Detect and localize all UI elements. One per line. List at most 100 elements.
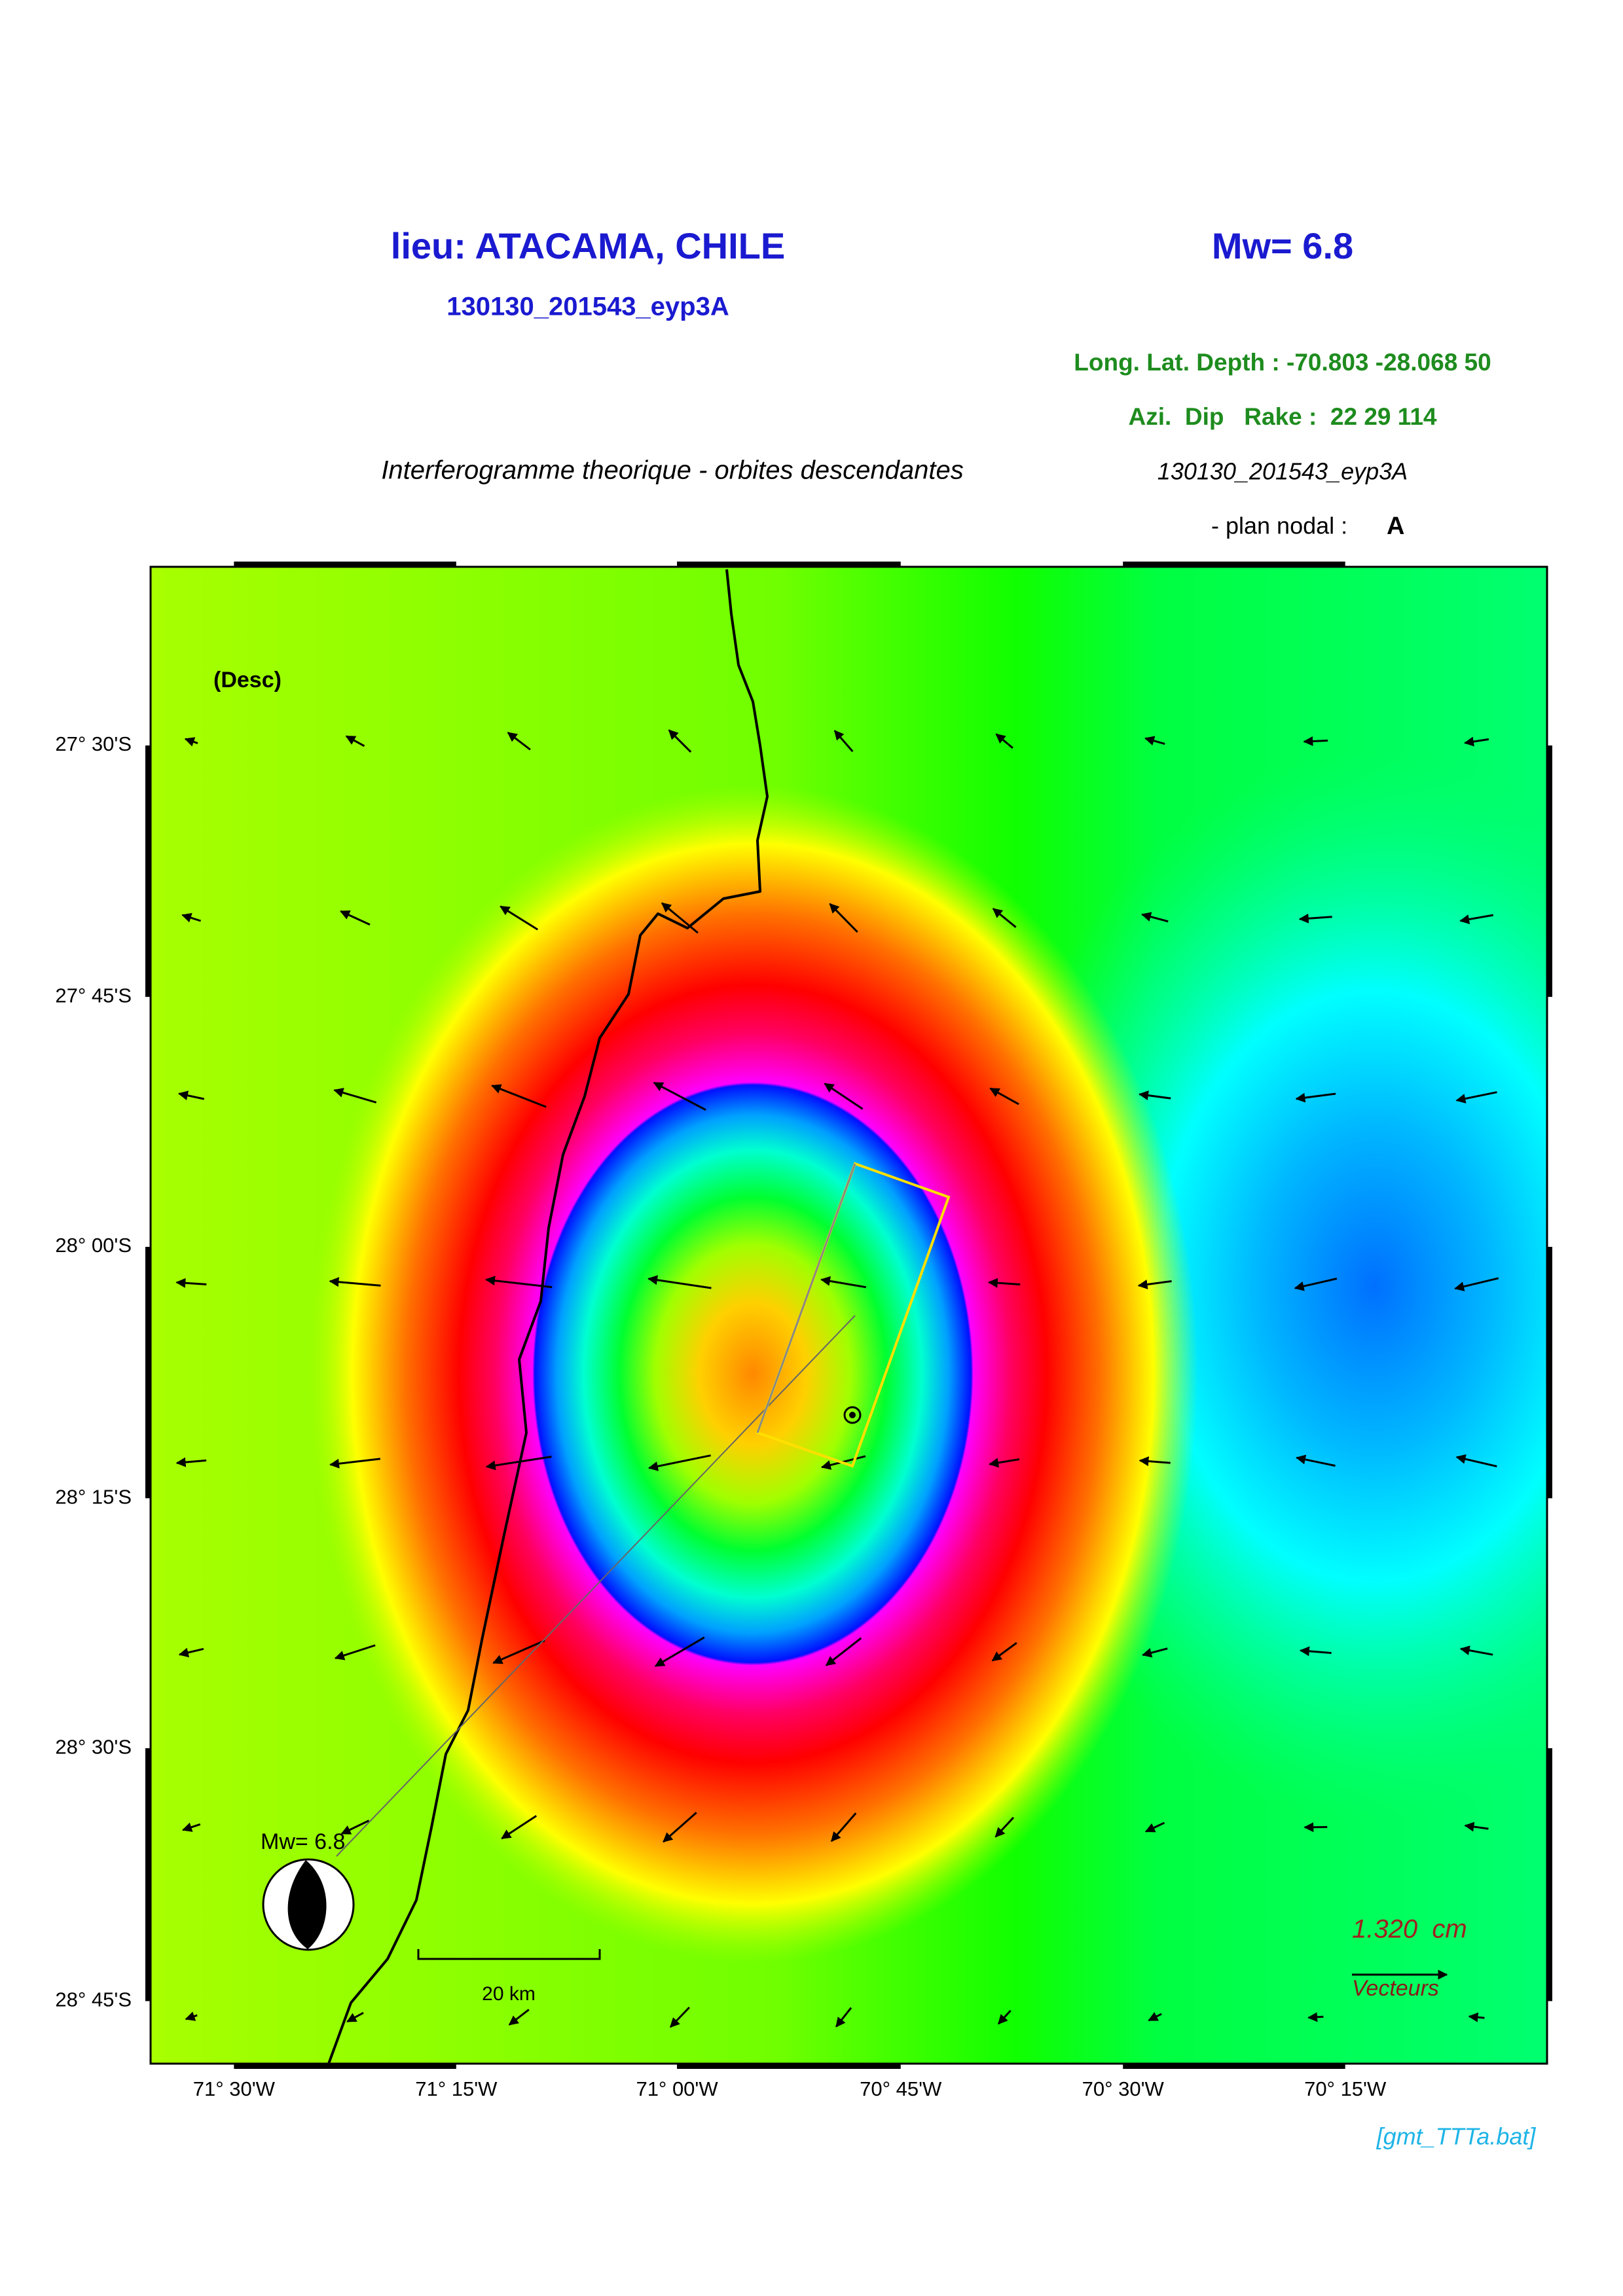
lon-label: 71° 15'W <box>415 2077 498 2100</box>
vector-scale: 1.320 cm <box>1352 1915 1467 1944</box>
vector-arrow <box>329 1458 381 1469</box>
vector-arrow <box>1141 912 1169 923</box>
vector-arrow <box>491 1084 547 1108</box>
fault-trace <box>756 1163 856 1433</box>
footer: [gmt_TTTa.bat] <box>1376 2123 1537 2150</box>
fringes <box>308 785 1198 1963</box>
frame-bar <box>1123 562 1345 567</box>
frame-bar <box>145 1247 151 1499</box>
beachball-label: Mw= 6.8 <box>261 1829 345 1854</box>
vector-arrow <box>1139 1456 1171 1467</box>
beachball-quadrant <box>287 1860 327 1949</box>
vector-arrow <box>1464 1821 1489 1832</box>
mechanism: Azi. Dip Rake : 22 29 114 <box>1129 403 1437 430</box>
vector-arrow <box>1468 2012 1485 2022</box>
vector-arrow <box>184 737 198 747</box>
map-area: (Desc) Mw= 6.8 20 km 1.320 cm Vecteurs <box>151 567 1547 2064</box>
vector-arrow <box>1296 1454 1336 1467</box>
vector-arrow <box>177 1090 205 1101</box>
event-id: 130130_201543_eyp3A <box>447 293 729 321</box>
vector-arrow <box>1148 2012 1162 2022</box>
vector-arrow <box>1455 1454 1497 1467</box>
vector-arrow <box>329 1277 381 1287</box>
frame-ticks <box>145 562 1552 2069</box>
vector-arrow <box>1298 913 1332 924</box>
vector-arrow <box>507 732 531 751</box>
vector-arrow <box>1144 1821 1165 1833</box>
vector-arrow <box>1141 1647 1168 1658</box>
vector-arrow <box>484 1276 553 1289</box>
vector-arrow <box>178 1647 204 1658</box>
lon-label: 70° 15'W <box>1304 2077 1387 2100</box>
nodal-plane: A <box>1387 512 1404 540</box>
vector-arrow <box>340 910 371 926</box>
vector-arrow <box>334 1644 376 1660</box>
frame-bar <box>1547 1748 1552 2001</box>
title: lieu: ATACAMA, CHILE <box>391 225 785 266</box>
vector-arrow <box>175 1278 207 1288</box>
vector-arrow <box>989 1087 1019 1105</box>
vector-label: Vecteurs <box>1352 1976 1439 2001</box>
lon-label: 70° 30'W <box>1082 2077 1165 2100</box>
vector-arrow <box>820 1276 867 1289</box>
vector-arrow <box>1294 1278 1338 1291</box>
vector-arrow <box>181 1822 201 1832</box>
vector-arrow <box>987 1278 1021 1288</box>
vector-arrow <box>653 1081 706 1111</box>
vector-arrow <box>647 1454 711 1471</box>
vector-arrow <box>824 1083 864 1110</box>
vector-arrow <box>1463 736 1489 747</box>
location-params: Long. Lat. Depth : -70.803 -28.068 50 <box>1074 349 1491 376</box>
vector-field <box>175 729 1499 2028</box>
vector-arrow <box>1295 1092 1336 1103</box>
vector-arrow <box>654 1636 705 1667</box>
lon-label: 71° 00'W <box>636 2077 718 2100</box>
vector-arrow <box>501 1815 538 1840</box>
vector-arrow <box>830 1812 857 1842</box>
magnitude: Mw= 6.8 <box>1212 225 1353 266</box>
coastline <box>327 569 769 2064</box>
mode-label: (Desc) <box>213 668 282 692</box>
vector-arrow <box>181 913 202 923</box>
subtitle: Interferogramme theorique - orbites desc… <box>381 456 963 485</box>
vector-arrow <box>1303 736 1328 746</box>
vector-arrow <box>185 2011 198 2021</box>
vector-arrow <box>833 730 854 753</box>
lon-label: 70° 45'W <box>860 2077 942 2100</box>
vector-arrow <box>1459 914 1494 925</box>
lat-label: 28° 00'S <box>55 1234 132 1257</box>
frame-bar <box>1123 2064 1345 2069</box>
vector-arrow <box>1144 736 1165 745</box>
vector-arrow <box>1137 1280 1172 1289</box>
scale-bar-label: 20 km <box>482 1983 536 2005</box>
event-id-italic: 130130_201543_eyp3A <box>1158 458 1408 485</box>
vector-arrow <box>829 903 858 933</box>
vector-arrow <box>340 1820 370 1835</box>
epicenter <box>843 1406 862 1424</box>
frame-bar <box>677 2064 901 2069</box>
frame-bar <box>234 562 456 567</box>
vector-arrow <box>1454 1277 1499 1291</box>
vector-arrow <box>1299 1646 1332 1657</box>
vector-arrow <box>500 905 539 931</box>
vector-arrow <box>346 2011 364 2023</box>
frame-bar <box>1547 745 1552 997</box>
vector-arrow <box>825 1637 862 1666</box>
lat-label: 27° 30'S <box>55 732 132 755</box>
scale-bar <box>417 1949 601 1960</box>
vector-arrow <box>835 2007 852 2028</box>
vector-arrow <box>1138 1090 1171 1101</box>
lat-label: 27° 45'S <box>55 984 132 1007</box>
vector-arrow <box>992 908 1017 928</box>
lat-label: 28° 30'S <box>55 1735 132 1758</box>
lat-label: 28° 45'S <box>55 1988 132 2011</box>
vector-arrow <box>991 1641 1017 1662</box>
frame-bar <box>145 1748 151 2001</box>
vector-arrow <box>995 733 1013 749</box>
vector-arrow <box>175 1457 207 1467</box>
vector-arrow <box>345 735 365 747</box>
vector-arrow <box>989 1458 1020 1468</box>
frame-bar <box>677 562 901 567</box>
